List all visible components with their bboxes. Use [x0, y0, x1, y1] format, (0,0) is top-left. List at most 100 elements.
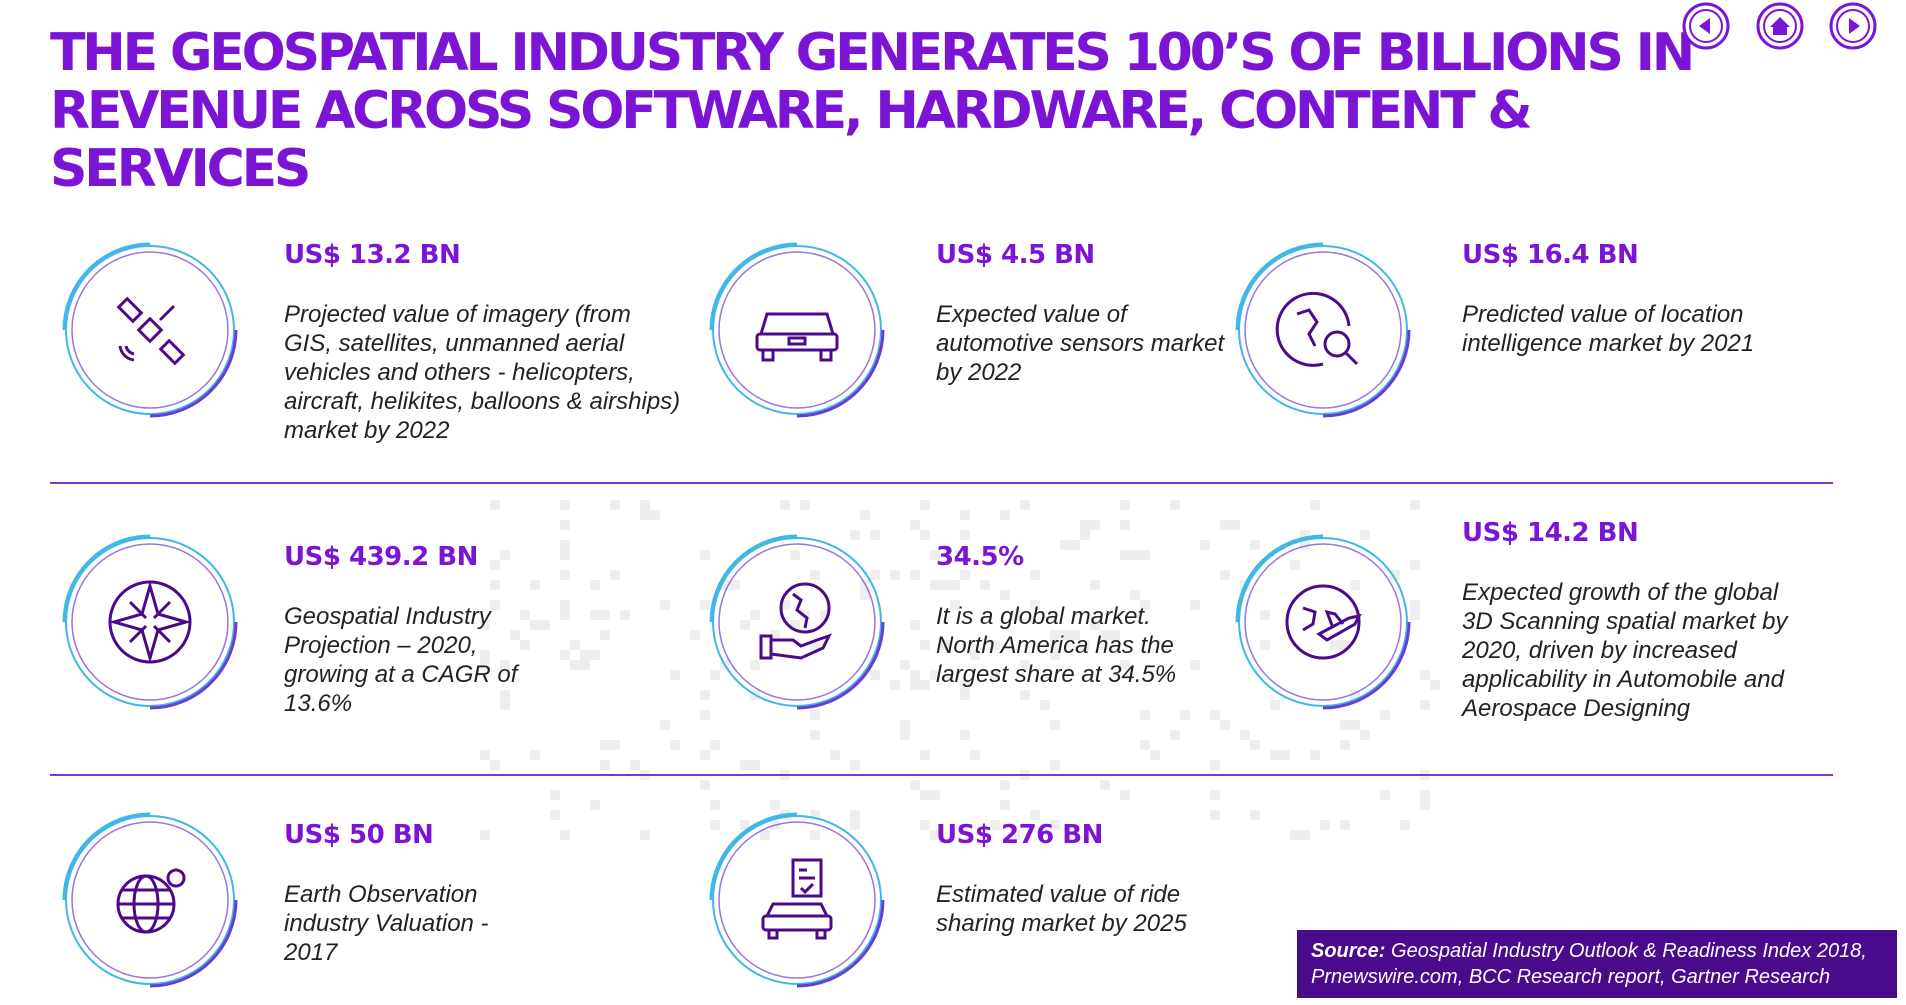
map-dot	[790, 620, 800, 630]
map-dot	[1000, 780, 1010, 790]
map-dot	[870, 530, 880, 540]
map-dot	[1310, 500, 1320, 510]
next-button[interactable]	[1823, 2, 1883, 50]
map-dot	[1170, 500, 1180, 510]
map-dot	[1210, 790, 1220, 800]
map-dot	[1210, 710, 1220, 720]
map-dot	[600, 610, 610, 620]
stat-description: It is a global market. North America has…	[936, 603, 1177, 688]
stat-value: 34.5%	[936, 542, 1024, 572]
map-dot	[910, 780, 920, 790]
map-dot	[920, 640, 930, 650]
map-dot	[480, 650, 490, 660]
map-dot	[560, 600, 570, 610]
globe-in-hand-icon	[759, 582, 832, 660]
map-dot	[670, 740, 680, 750]
map-dot	[660, 600, 670, 610]
map-dot	[1140, 550, 1150, 560]
map-dot	[940, 580, 950, 590]
map-dot	[830, 750, 840, 760]
map-dot	[1270, 750, 1280, 760]
map-dot	[800, 500, 810, 510]
map-dot	[640, 510, 650, 520]
map-dot	[900, 660, 910, 670]
map-dot	[530, 750, 540, 760]
icon-ring	[1223, 522, 1423, 722]
map-dot	[1050, 630, 1060, 640]
map-dot	[1280, 750, 1290, 760]
map-dot	[810, 810, 820, 820]
map-dot	[1080, 530, 1090, 540]
map-dot	[1250, 540, 1260, 550]
map-dot	[1180, 710, 1190, 720]
home-button[interactable]	[1750, 2, 1810, 50]
map-dot	[1420, 790, 1430, 800]
map-dot	[1130, 550, 1140, 560]
map-dot	[920, 680, 930, 690]
map-dot	[1100, 630, 1110, 640]
map-dot	[500, 690, 510, 700]
map-dot	[560, 570, 570, 580]
home-icon	[1756, 2, 1804, 50]
map-dot	[810, 570, 820, 580]
map-dot	[490, 580, 500, 590]
map-dot	[1220, 720, 1230, 730]
map-dot	[1000, 800, 1010, 810]
map-dot	[1080, 640, 1090, 650]
map-dot	[1210, 810, 1220, 820]
stat-value: US$ 50 BN	[284, 820, 434, 850]
map-dot	[710, 670, 720, 680]
map-dot	[1340, 740, 1350, 750]
map-dot	[1220, 520, 1230, 530]
map-dot	[1050, 640, 1060, 650]
map-dot	[1380, 710, 1390, 720]
map-dot	[990, 670, 1000, 680]
map-dot	[490, 560, 500, 570]
map-dot	[620, 610, 630, 620]
map-dot	[1120, 520, 1130, 530]
stat-description: Expected value of automotive sensors mar…	[936, 301, 1225, 386]
row-divider	[50, 482, 1833, 484]
map-dot	[960, 570, 970, 580]
map-dot	[550, 790, 560, 800]
map-dot	[1050, 760, 1060, 770]
map-dot	[850, 760, 860, 770]
map-dot	[860, 590, 870, 600]
map-dot	[850, 820, 860, 830]
map-dot	[720, 580, 730, 590]
map-dot	[930, 830, 940, 840]
map-dot	[1310, 750, 1320, 760]
map-dot	[700, 550, 710, 560]
stat-value: US$ 276 BN	[936, 820, 1103, 850]
map-dot	[1350, 580, 1360, 590]
map-dot	[590, 800, 600, 810]
icon-ring	[50, 800, 250, 1000]
map-dot	[750, 660, 760, 670]
map-dot	[1170, 730, 1180, 740]
map-dot	[1430, 680, 1440, 690]
map-dot	[1240, 730, 1250, 740]
prev-button[interactable]	[1676, 2, 1736, 50]
map-dot	[960, 510, 970, 520]
map-dot	[610, 500, 620, 510]
map-dot	[1290, 560, 1300, 570]
map-dot	[590, 580, 600, 590]
map-dot	[1260, 640, 1270, 650]
map-dot	[670, 670, 680, 680]
next-arrow-icon	[1829, 2, 1877, 50]
map-dot	[580, 660, 590, 670]
map-dot	[1350, 610, 1360, 620]
source-box: Source: Geospatial Industry Outlook & Re…	[1297, 930, 1897, 998]
map-dot	[520, 640, 530, 650]
stat-description: Projected value of imagery (from GIS, sa…	[284, 301, 681, 444]
stat-value: US$ 439.2 BN	[284, 542, 478, 572]
map-dot	[1020, 660, 1030, 670]
map-dot	[600, 760, 610, 770]
map-dot	[600, 630, 610, 640]
map-dot	[810, 710, 820, 720]
map-dot	[810, 640, 820, 650]
map-dot	[630, 760, 640, 770]
map-dot	[750, 760, 760, 770]
map-dot	[910, 520, 920, 530]
map-dot	[700, 600, 710, 610]
